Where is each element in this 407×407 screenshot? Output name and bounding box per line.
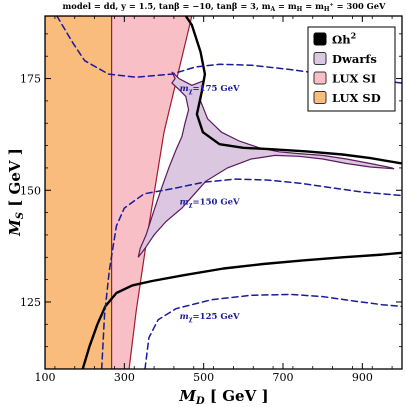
x-tick-label: 300 bbox=[114, 371, 135, 384]
legend-label-1: Dwarfs bbox=[332, 52, 377, 66]
y-tick-label: 125 bbox=[20, 296, 41, 309]
relic-line-0 bbox=[184, 16, 402, 165]
chart-title: model = dd, y = 1.5, tanβ = −10, tanβ = … bbox=[63, 1, 387, 13]
x-tick-label: 900 bbox=[352, 371, 373, 384]
contour-line-3 bbox=[100, 178, 402, 369]
legend-label-2: LUX SI bbox=[332, 72, 376, 86]
legend-label-0: Ωh2 bbox=[332, 31, 356, 47]
legend: Ωh2 Dwarfs LUX SI LUX SD bbox=[307, 26, 396, 112]
y-tick-label: 175 bbox=[20, 73, 41, 86]
x-tick-label: 100 bbox=[35, 371, 56, 384]
y-tick-label: 150 bbox=[20, 184, 41, 197]
legend-label-3: LUX SD bbox=[332, 91, 381, 105]
relic-line-1 bbox=[81, 251, 402, 369]
x-tick-label: 700 bbox=[273, 371, 294, 384]
legend-swatch-lux-si bbox=[313, 71, 327, 85]
mass-label-1: mχ=150 GeV bbox=[180, 198, 240, 209]
x-axis-label: MD [ GeV ] bbox=[178, 387, 268, 407]
legend-swatch-dwarfs bbox=[313, 52, 327, 65]
contour-line-4 bbox=[144, 293, 402, 369]
mass-label-2: mχ=125 GeV bbox=[180, 312, 240, 323]
mass-label-0: mχ=175 GeV bbox=[180, 84, 240, 95]
legend-swatch-h bbox=[313, 32, 327, 46]
x-tick-label: 500 bbox=[193, 371, 214, 384]
plot-frame bbox=[44, 15, 403, 370]
legend-swatch-lux-sd bbox=[313, 91, 327, 104]
region-lux-sd bbox=[45, 16, 113, 369]
region-dwarfs bbox=[137, 71, 395, 258]
y-axis-label: MS [ GeV ] bbox=[6, 148, 26, 237]
